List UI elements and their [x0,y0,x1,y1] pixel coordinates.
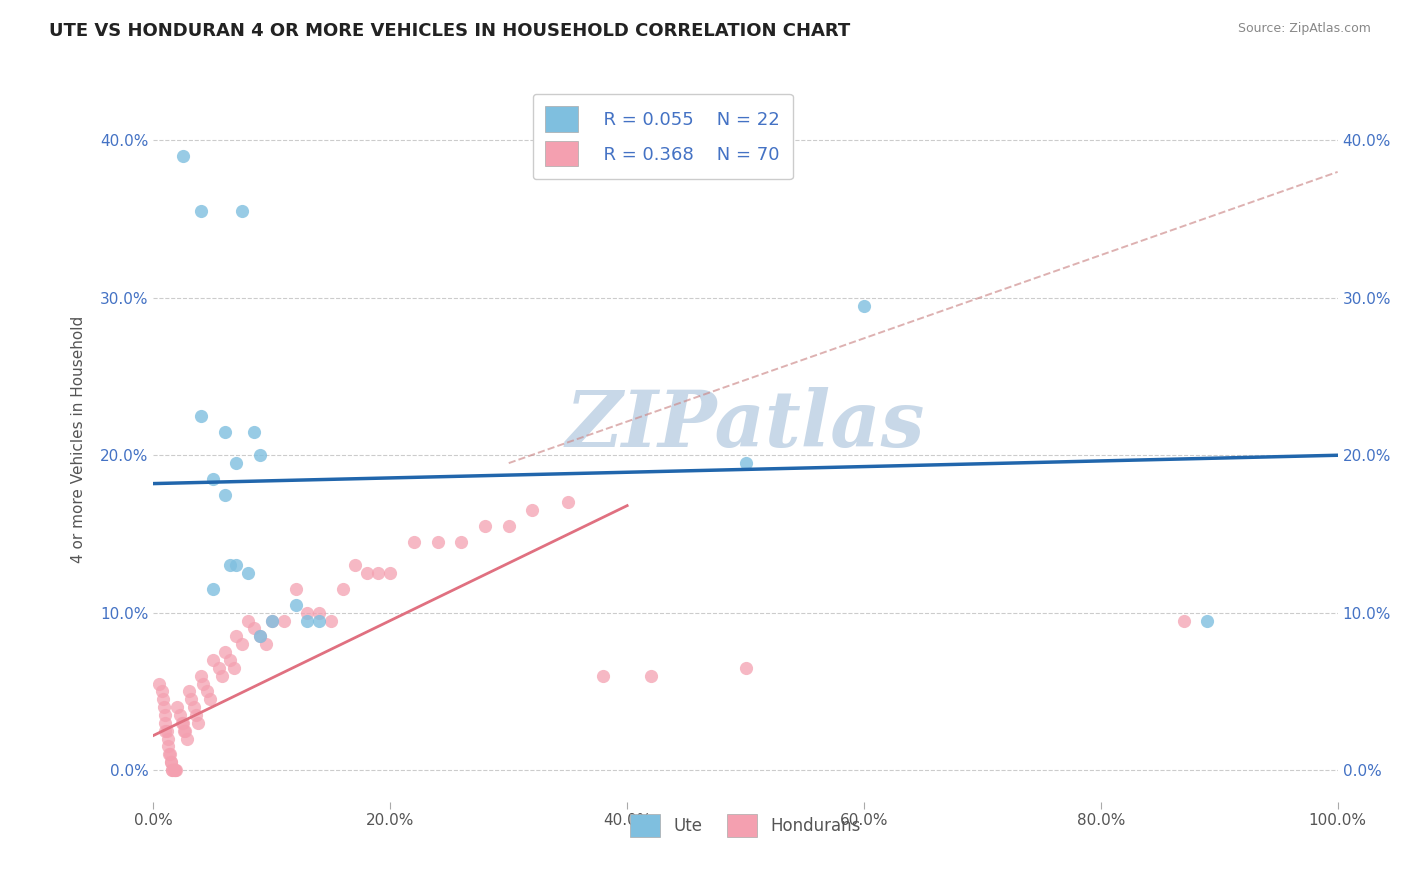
Point [193,676,215,690]
Point [402,534,425,549]
Point [174,723,197,738]
Point [1197,614,1219,628]
Point [207,661,229,675]
Point [260,614,283,628]
Point [165,763,187,777]
Point [201,472,224,486]
Point [297,614,319,628]
Point [200,692,222,706]
Point [225,629,247,643]
Point [176,731,198,746]
Point [163,763,186,777]
Point [222,661,245,675]
Point [157,747,180,762]
Point [170,715,193,730]
Point [249,629,271,643]
Point [169,708,191,723]
Point [249,629,271,643]
Point [180,692,202,706]
Point [187,715,209,730]
Point [243,621,266,635]
Point [238,566,260,581]
Point [308,606,330,620]
Point [183,700,205,714]
Point [243,425,266,439]
Point [238,614,260,628]
Point [162,763,184,777]
Point [214,425,236,439]
Point [172,149,194,163]
Point [319,614,342,628]
Point [367,566,389,581]
Text: Source: ZipAtlas.com: Source: ZipAtlas.com [1237,22,1371,36]
Point [214,487,236,501]
Point [592,668,614,682]
Point [162,763,184,777]
Point [231,637,253,651]
Point [156,739,179,754]
Text: UTE VS HONDURAN 4 OR MORE VEHICLES IN HOUSEHOLD CORRELATION CHART: UTE VS HONDURAN 4 OR MORE VEHICLES IN HO… [49,22,851,40]
Point [150,684,173,698]
Point [160,756,183,770]
Point [225,558,247,573]
Point [155,723,177,738]
Point [211,668,233,682]
Point [231,204,253,219]
Point [852,299,875,313]
Point [190,204,212,219]
Point [356,566,378,581]
Point [153,700,176,714]
Point [160,756,183,770]
Point [557,495,579,509]
Point [734,456,756,470]
Point [172,715,194,730]
Point [734,661,756,675]
Point [474,519,496,533]
Point [156,731,179,746]
Point [214,645,236,659]
Point [498,519,520,533]
Point [1173,614,1195,628]
Point [159,747,181,762]
Point [148,676,170,690]
Point [155,708,177,723]
Point [152,692,174,706]
Point [260,614,283,628]
Point [177,684,200,698]
Point [297,606,319,620]
Point [343,558,366,573]
Point [162,763,184,777]
Point [219,653,242,667]
Point [308,614,330,628]
Point [201,653,224,667]
Point [155,723,177,738]
Point [190,668,212,682]
Point [190,409,212,423]
Point [284,582,307,596]
Point [273,614,295,628]
Point [254,637,277,651]
Point [450,534,472,549]
Point [249,448,271,462]
Point [225,456,247,470]
Point [640,668,662,682]
Point [522,503,544,517]
Point [173,723,195,738]
Point [184,708,207,723]
Point [163,763,186,777]
Y-axis label: 4 or more Vehicles in Household: 4 or more Vehicles in Household [72,316,86,563]
Point [195,684,218,698]
Point [201,582,224,596]
Point [219,558,242,573]
Point [380,566,402,581]
Point [426,534,449,549]
Legend: Ute, Hondurans: Ute, Hondurans [623,807,868,844]
Point [155,715,177,730]
Point [284,598,307,612]
Point [332,582,354,596]
Point [166,700,188,714]
Text: ZIPatlas: ZIPatlas [565,387,925,463]
